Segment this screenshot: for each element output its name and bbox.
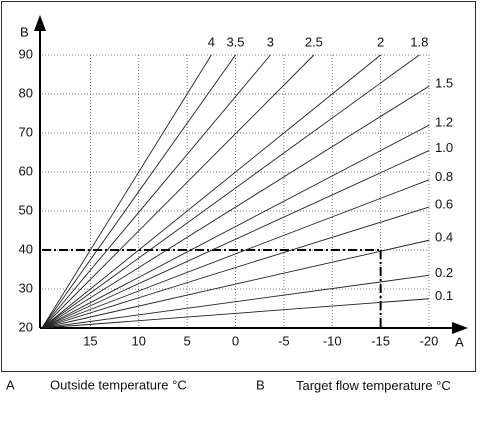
y-tick-label: 60: [19, 163, 33, 178]
heating-curve: [41, 54, 315, 329]
x-tick-label: -10: [323, 333, 342, 348]
x-tick-label: 10: [132, 333, 146, 348]
y-tick-label: 40: [19, 241, 33, 256]
curve-label: 3: [267, 34, 274, 49]
heating-curve: [41, 85, 430, 329]
curve-label: 1.8: [410, 34, 428, 49]
heating-curve: [41, 150, 430, 329]
x-tick-label: -15: [371, 333, 390, 348]
heating-curve: [41, 54, 381, 329]
heating-curve: [41, 206, 430, 329]
heating-curve: [41, 179, 430, 329]
curve-label: 0.2: [435, 265, 453, 280]
x-axis-label: A: [455, 334, 464, 349]
legend-key: B: [256, 377, 265, 392]
heating-curve: [41, 239, 430, 329]
curve-label: 4: [208, 34, 215, 49]
curve-label: 1.0: [435, 140, 453, 155]
legend-text: Outside temperature °C: [50, 377, 187, 392]
heating-curve: [41, 54, 236, 329]
heating-curve: [41, 54, 212, 329]
y-tick-label: 30: [19, 280, 33, 295]
curve-label: 0.4: [435, 230, 453, 245]
y-tick-label: 20: [19, 319, 33, 334]
heating-curve: [41, 54, 271, 329]
y-tick-label: 90: [19, 46, 33, 61]
curve-label: 0.6: [435, 197, 453, 212]
frame: [1, 1, 476, 372]
curve-label: 0.1: [435, 288, 453, 303]
x-tick-label: 0: [232, 333, 239, 348]
curve-label: 0.8: [435, 169, 453, 184]
heating-curve: [41, 54, 420, 329]
curve-label: 3.5: [226, 34, 244, 49]
x-arrow: [452, 322, 468, 334]
legend-key: A: [6, 377, 15, 392]
y-tick-label: 80: [19, 85, 33, 100]
y-arrow: [34, 15, 46, 31]
curve-label: 1.2: [435, 115, 453, 130]
curve-label: 1.5: [435, 76, 453, 91]
curve-label: 2: [377, 34, 384, 49]
curve-label: 2.5: [305, 34, 323, 49]
x-tick-label: -20: [420, 333, 439, 348]
legend-text-box: Target flow temperature °C: [296, 378, 451, 393]
heating-curve: [41, 274, 430, 329]
y-tick-label: 70: [19, 124, 33, 139]
heating-curve: [41, 124, 430, 329]
y-tick-label: 50: [19, 202, 33, 217]
x-tick-label: 15: [83, 333, 97, 348]
x-tick-label: -5: [278, 333, 290, 348]
heating-curve: [41, 298, 430, 329]
x-tick-label: 5: [184, 333, 191, 348]
y-axis-label: B: [20, 24, 29, 39]
legend-text: Target flow temperature °C: [296, 378, 451, 393]
